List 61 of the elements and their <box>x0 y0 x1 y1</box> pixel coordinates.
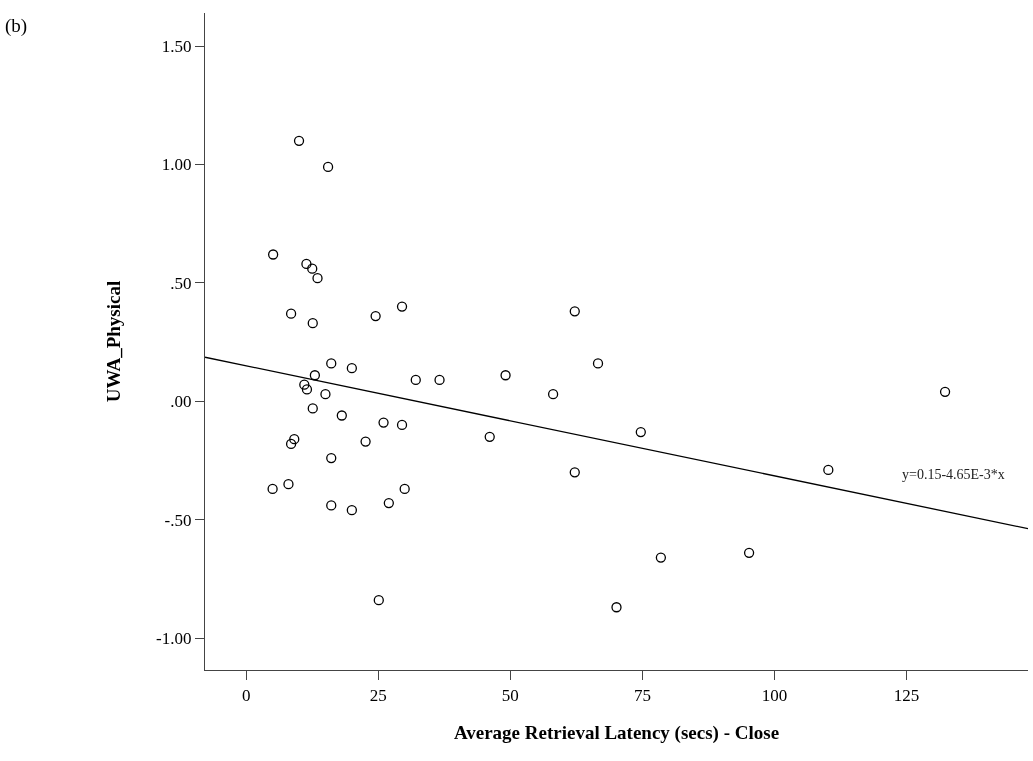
y-tick-label: -1.00 <box>156 628 192 648</box>
x-tick-label: 0 <box>241 685 251 705</box>
point <box>500 370 511 381</box>
text: (b) <box>5 15 28 37</box>
point <box>611 602 622 613</box>
x-tick-label: 25 <box>369 685 387 705</box>
point <box>569 467 580 478</box>
x-tick-label: 100 <box>761 685 788 705</box>
point <box>285 308 297 319</box>
point <box>322 161 334 173</box>
point <box>346 505 357 516</box>
point <box>301 258 312 270</box>
x-tick-label: 125 <box>893 685 920 705</box>
point <box>283 479 294 490</box>
point <box>299 379 310 390</box>
y-tick-label: .00 <box>170 392 192 412</box>
point <box>823 464 834 476</box>
point <box>370 310 381 322</box>
point <box>307 263 318 274</box>
y-axis-title: UWA_Physical <box>102 280 124 403</box>
point <box>373 595 384 606</box>
point <box>326 358 337 369</box>
point <box>655 552 667 563</box>
point <box>396 301 408 312</box>
point <box>285 438 297 450</box>
point <box>383 497 394 509</box>
point <box>307 318 318 329</box>
point <box>307 403 318 414</box>
y-tick-label: 1.00 <box>161 155 192 175</box>
point <box>309 370 321 381</box>
x-axis-title: Average Retrieval Latency (secs) - Close <box>453 722 780 745</box>
point <box>399 483 410 495</box>
point <box>312 273 323 284</box>
point <box>293 135 305 146</box>
point <box>320 389 331 400</box>
point <box>484 431 495 442</box>
point <box>410 374 421 386</box>
y-tick-label: -.50 <box>164 510 192 530</box>
point <box>326 500 337 511</box>
point <box>301 384 313 395</box>
point <box>267 249 279 260</box>
annotation: y=0.15-4.65E-3*x <box>902 467 1005 482</box>
point <box>547 389 559 400</box>
x-tick-label: 50 <box>501 685 519 705</box>
point <box>434 374 445 386</box>
point <box>635 426 646 438</box>
y-tick-label: .50 <box>170 273 192 293</box>
point <box>939 386 951 397</box>
x-tick-label: 75 <box>633 685 651 705</box>
point <box>346 362 357 374</box>
point <box>289 434 300 445</box>
point <box>326 452 337 464</box>
point <box>743 547 755 558</box>
y-tick-label: 1.50 <box>161 37 192 57</box>
point <box>378 417 389 428</box>
point <box>396 419 408 431</box>
point <box>267 483 278 495</box>
point <box>592 358 604 369</box>
point <box>360 436 371 447</box>
point <box>336 410 347 421</box>
point <box>569 306 580 317</box>
